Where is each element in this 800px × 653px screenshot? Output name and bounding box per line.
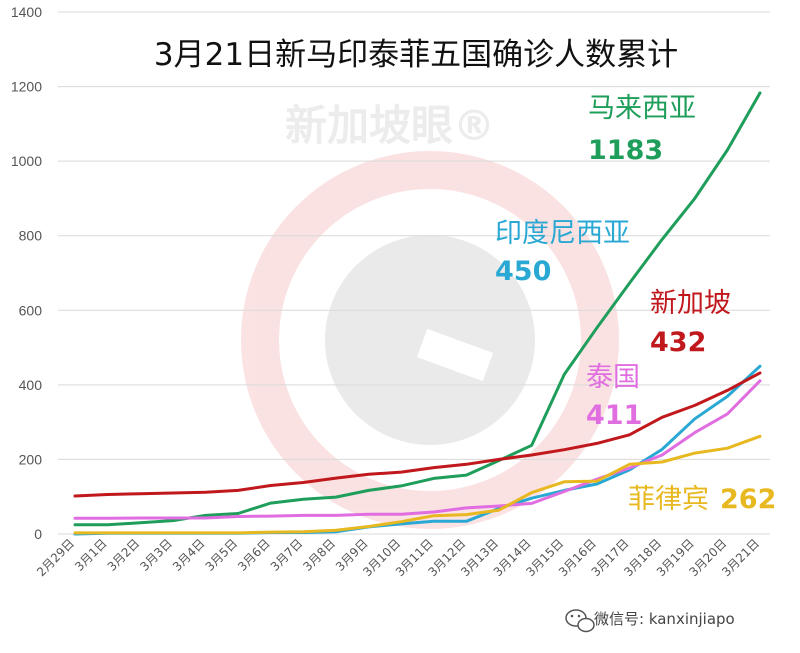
series-labels: 马来西亚 1183 印度尼西亚 450 新加坡 432 泰国 411 菲律宾 262 bbox=[495, 93, 776, 515]
y-tick-label: 0 bbox=[34, 526, 42, 542]
series-name-label: 新加坡 bbox=[650, 288, 731, 319]
series-value-label: 450 bbox=[495, 256, 551, 287]
y-tick-label: 1000 bbox=[11, 153, 42, 169]
y-tick-label: 1400 bbox=[11, 4, 42, 20]
series-value-label: 411 bbox=[586, 400, 642, 431]
series-line bbox=[73, 379, 762, 520]
x-tick-label: 3月3日 bbox=[137, 536, 175, 574]
y-tick-label: 1200 bbox=[11, 79, 42, 95]
x-tick-label: 2月29日 bbox=[34, 536, 77, 579]
series-name-label: 泰国 bbox=[586, 362, 640, 393]
y-tick-label: 600 bbox=[19, 302, 43, 318]
series-name-label: 马来西亚 bbox=[588, 93, 696, 124]
x-tick-label: 3月1日 bbox=[72, 536, 110, 574]
x-tick-label: 3月5日 bbox=[203, 536, 241, 574]
watermark-text: 新加坡眼® bbox=[285, 101, 495, 150]
x-tick-label: 3月7日 bbox=[268, 536, 306, 574]
series-group bbox=[73, 91, 762, 536]
chart-title: 3月21日新马印泰菲五国确诊人数累计 bbox=[154, 37, 678, 73]
y-tick-label: 800 bbox=[19, 228, 43, 244]
y-tick-label: 400 bbox=[19, 377, 43, 393]
x-tick-label: 3月8日 bbox=[300, 536, 338, 574]
x-tick-label: 3月2日 bbox=[105, 536, 143, 574]
wechat-id: 微信号: kanxinjiapo bbox=[594, 610, 735, 628]
wechat-watermark: 微信号: kanxinjiapo bbox=[565, 609, 735, 633]
series-value-label: 432 bbox=[650, 327, 706, 358]
series-line bbox=[73, 434, 762, 535]
series-line bbox=[73, 371, 762, 498]
wechat-icon bbox=[565, 609, 595, 633]
x-tick-label: 3月6日 bbox=[235, 536, 273, 574]
series-value-label: 262 bbox=[720, 484, 776, 515]
x-tick-label: 3月4日 bbox=[170, 536, 208, 574]
series-name-label: 印度尼西亚 bbox=[495, 218, 630, 249]
series-value-label: 1183 bbox=[588, 135, 663, 166]
y-tick-label: 200 bbox=[19, 451, 43, 467]
series-name-label: 菲律宾 bbox=[628, 484, 709, 515]
y-axis-ticks: 0 200 400 600 800 1000 1200 1400 bbox=[11, 4, 42, 542]
x-axis-ticks: 2月29日3月1日3月2日3月3日3月4日3月5日3月6日3月7日3月8日3月9… bbox=[34, 536, 762, 579]
watermark-logo: 新加坡眼® bbox=[241, 101, 619, 529]
